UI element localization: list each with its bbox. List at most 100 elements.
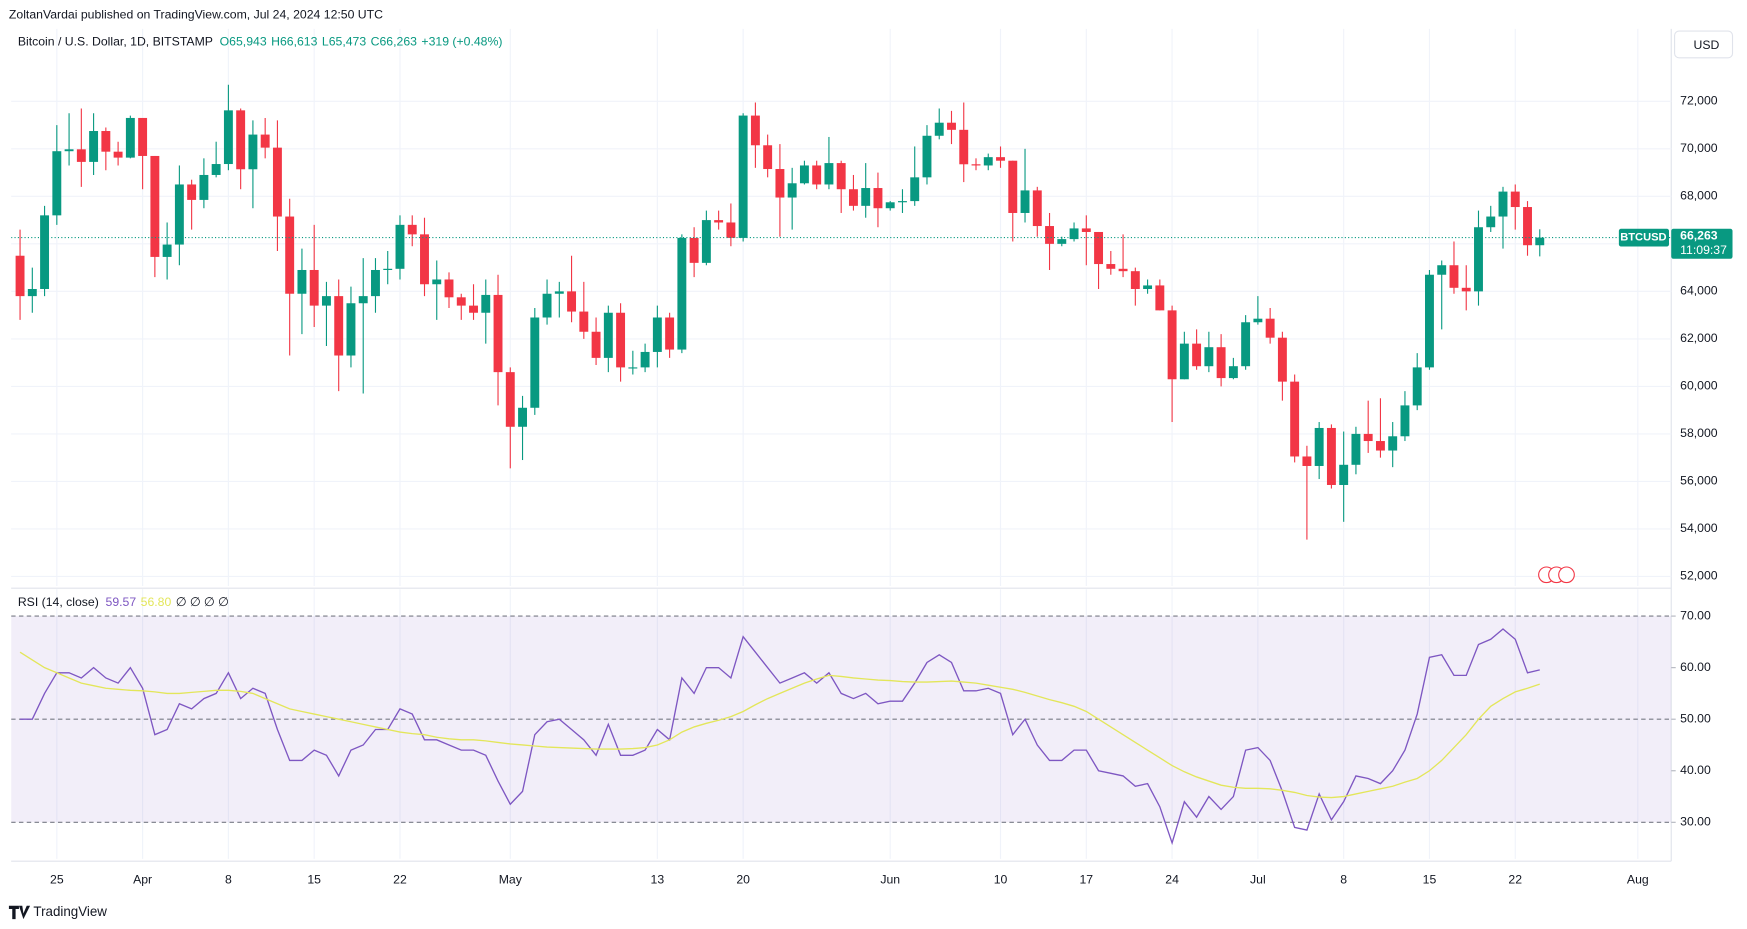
candle-body (689, 237, 699, 263)
legend-value: L65,473 (322, 34, 366, 48)
x-tick-label: 22 (393, 872, 407, 886)
candle-body (272, 147, 282, 217)
candle-body (1326, 427, 1336, 485)
candle-body (64, 149, 74, 152)
candle-body (1106, 264, 1116, 269)
candle-body (395, 224, 405, 269)
y-tick-label: 60.00 (1680, 660, 1711, 674)
y-tick-label: 30.00 (1680, 815, 1711, 829)
y-tick-label: 40.00 (1680, 763, 1711, 777)
candle-body (1388, 436, 1398, 451)
candle-body (1375, 441, 1385, 451)
candle-body (1094, 231, 1104, 265)
candle-body (309, 269, 319, 306)
candle-body (873, 188, 883, 209)
y-tick-label: 56,000 (1680, 474, 1718, 488)
candle-body (1130, 271, 1140, 289)
rsi-line (20, 628, 1540, 846)
candle-body (1069, 228, 1079, 240)
candle-body (677, 237, 687, 350)
y-tick-label: 64,000 (1680, 284, 1718, 298)
candle-body (1118, 268, 1128, 272)
candle-body (248, 134, 258, 170)
x-tick-label: 8 (1340, 872, 1347, 886)
legend-value: H66,613 (271, 34, 318, 48)
candle-body (971, 164, 981, 166)
candle-body (89, 131, 99, 162)
candle-body (591, 331, 601, 358)
legend-value: 59.57 (106, 595, 137, 609)
candle-body (1143, 285, 1153, 289)
event-icon (1558, 566, 1575, 584)
currency-button[interactable] (1674, 30, 1734, 59)
candle-body (1155, 285, 1165, 311)
candle-body (1057, 239, 1067, 244)
candle-body (518, 407, 527, 427)
candle-body (101, 131, 111, 152)
candle-body (199, 174, 209, 200)
candle-body (1425, 274, 1434, 368)
rsi-line (19, 651, 1540, 799)
candle-body (1510, 191, 1520, 208)
candle-body (27, 288, 37, 297)
legend-value: +319 (+0.48%) (421, 34, 502, 48)
candle-body (738, 115, 748, 238)
candle-body (959, 129, 969, 165)
candle-body (1179, 343, 1189, 380)
candle-body (1412, 367, 1422, 406)
currency-label: USD (1694, 38, 1720, 52)
x-tick-label: 8 (225, 872, 232, 886)
candle-body (407, 224, 417, 235)
candle-body (824, 163, 834, 185)
legend-title: RSI (14, close) (18, 595, 99, 609)
symbol-tag-label: BTCUSD (1620, 232, 1666, 244)
y-tick-label: 54,000 (1680, 521, 1718, 535)
candle-body (1277, 337, 1287, 382)
x-tick-label: 17 (1079, 872, 1093, 886)
candle-body (76, 149, 86, 162)
candle-body (505, 372, 515, 427)
candle-body (444, 279, 454, 298)
candle-body (493, 294, 503, 373)
candle-body (432, 279, 442, 285)
candle-body (1437, 265, 1447, 275)
candle-body (750, 115, 760, 146)
candle-body (836, 163, 846, 190)
candle-body (861, 188, 871, 206)
candle-body (616, 312, 626, 368)
legend-value: C66,263 (371, 34, 418, 48)
candle-body (1400, 405, 1410, 437)
candle-body (1081, 228, 1091, 232)
y-tick-label: 72,000 (1680, 94, 1718, 108)
price-pane (11, 84, 1672, 540)
price-tag-label: 66,263 (1680, 229, 1718, 243)
x-tick-label: 10 (994, 872, 1008, 886)
y-tick-label: 60,000 (1680, 379, 1718, 393)
x-tick-label: 15 (307, 872, 321, 886)
candle-body (346, 303, 356, 356)
event-icons (1538, 566, 1575, 584)
candle-body (469, 305, 478, 313)
candle-body (1302, 456, 1312, 466)
footer-brand: TradingView (33, 904, 107, 919)
candle-body (211, 164, 221, 175)
candle-body (236, 110, 246, 170)
candle-body (898, 201, 907, 203)
candle-body (40, 215, 50, 289)
candle-body (1535, 237, 1545, 246)
candle-body (1314, 427, 1324, 466)
tradingview-logo (8, 905, 31, 920)
candle-body (701, 220, 711, 263)
candle-body (297, 269, 307, 294)
y-tick-label: 62,000 (1680, 331, 1718, 345)
candle-body (1486, 216, 1496, 228)
candle-body (1363, 433, 1373, 442)
candle-body (910, 177, 920, 202)
candle-body (530, 317, 540, 408)
candle-body (1498, 191, 1508, 217)
candle-body (1216, 347, 1226, 379)
legend-title: Bitcoin / U.S. Dollar, 1D, BITSTAMP (18, 34, 213, 48)
legend-value: 56.80 (141, 595, 172, 609)
x-tick-label: 15 (1423, 872, 1437, 886)
candle-body (554, 291, 564, 294)
